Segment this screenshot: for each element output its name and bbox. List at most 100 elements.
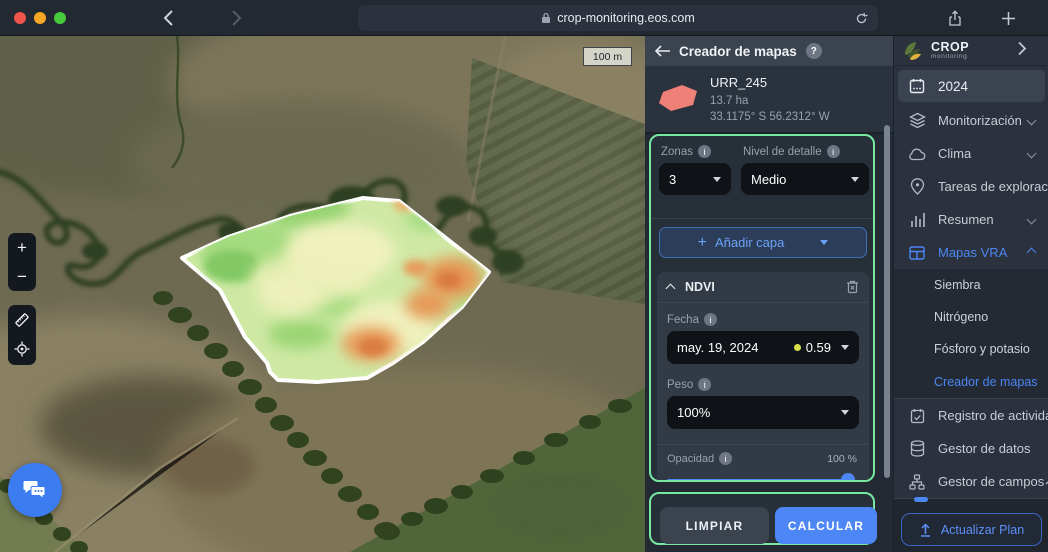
fecha-label: Fecha i [667,313,717,326]
layers-icon [908,112,926,130]
sidebar-item-gestor-datos[interactable]: Gestor de datos [894,432,1048,465]
panel-footer-box: LIMPIAR CALCULAR [649,492,877,545]
chat-support-button[interactable] [8,463,62,517]
chevron-up-icon [1026,247,1037,258]
traffic-zoom-icon[interactable] [54,12,66,24]
field-info: URR_245 13.7 ha 33.1175° S 56.2312° W [645,66,893,134]
sidebar-item-clima[interactable]: Clima [894,137,1048,170]
fecha-select[interactable]: may. 19, 2024 0.59 [667,331,859,364]
info-icon[interactable]: i [719,452,733,465]
map-tools [8,305,36,365]
back-arrow-icon[interactable] [655,45,671,57]
chevron-down-icon[interactable] [820,240,829,245]
url-text: crop-monitoring.eos.com [557,11,695,25]
field-thumbnail [659,85,697,111]
browser-toolbar: crop-monitoring.eos.com [0,0,1048,36]
help-icon[interactable]: ? [805,43,822,59]
calendar-icon [909,79,925,94]
share-icon[interactable] [945,8,965,28]
sidebar-item-gestor-campos[interactable]: Gestor de campos [894,465,1048,498]
traffic-minimize-icon[interactable] [34,12,46,24]
plus-icon: + [697,233,707,251]
sidebar-item-monitorizacion[interactable]: Monitorización [894,104,1048,137]
sidebar-item-tareas[interactable]: Tareas de exploración [894,170,1048,203]
forward-icon[interactable] [226,8,246,28]
sidebar-subitem-creador-de-mapas[interactable]: Creador de mapas [934,375,1038,389]
info-icon[interactable]: i [697,145,711,158]
traffic-close-icon[interactable] [14,12,26,24]
sidebar-item-registro[interactable]: Registro de actividad [894,399,1048,432]
detalle-select[interactable]: Medio [741,163,869,195]
zoom-in-button[interactable]: + [17,237,27,257]
chat-bubbles-icon [23,481,46,500]
sidebar-subitem-nitrogeno[interactable]: Nitrógeno [934,310,989,324]
delete-layer-icon[interactable] [846,280,859,294]
opacidad-value: 100 % [827,453,857,465]
field-manager-icon [908,473,926,491]
logo-subtitle: monitoring [931,53,968,60]
back-icon[interactable] [158,8,178,28]
season-year-selector[interactable]: 2024 [898,70,1045,102]
locate-icon[interactable] [8,334,36,363]
measure-ruler-icon[interactable] [8,305,36,334]
address-bar[interactable]: crop-monitoring.eos.com [358,5,878,31]
map-settings-box: Zonas i Nivel de detalle i 3 Medio + Aña… [649,134,875,482]
lock-icon [541,12,551,24]
nav-sidebar: CROP monitoring 2024 Monitorización [893,36,1048,552]
hidden-menu-item-fragment [914,497,928,502]
info-icon[interactable]: i [698,378,712,391]
chevron-down-icon [713,176,721,182]
info-icon[interactable]: i [826,145,840,158]
sidebar-subitem-siembra[interactable]: Siembra [934,278,981,292]
panel-scrollbar[interactable] [884,125,890,478]
zoom-controls: + − [8,233,36,291]
info-icon[interactable]: i [703,313,717,326]
layer-title: NDVI [685,280,715,294]
dirt-track [54,416,239,552]
peso-select[interactable]: 100% [667,396,859,429]
field-name: URR_245 [710,75,768,90]
location-pin-icon [908,178,926,196]
crop-monitoring-logo-icon [905,42,921,60]
chevron-down-icon [1026,115,1037,126]
chevron-down-icon [851,176,859,182]
vra-table-icon [908,244,926,262]
add-layer-button[interactable]: + Añadir capa [659,227,867,258]
map-creator-panel: Creador de mapas ? URR_245 13.7 ha 33.11… [645,36,893,552]
reload-icon[interactable] [855,12,868,25]
cloud-icon [908,145,926,163]
chevron-down-icon [1026,214,1037,225]
ndvi-value-dot [793,344,801,351]
panel-header: Creador de mapas ? [645,36,893,66]
logo-title: CROP [931,39,970,54]
zoom-out-button[interactable]: − [17,266,27,286]
map-scale-label: 100 m [592,50,623,63]
calcular-button[interactable]: CALCULAR [775,507,877,544]
opacity-slider[interactable] [667,473,855,480]
slider-handle[interactable] [841,473,855,480]
sidebar-item-mapas-vra[interactable]: Mapas VRA [894,236,1048,269]
chevron-down-icon [841,345,849,350]
limpiar-button[interactable]: LIMPIAR [660,507,769,544]
plantation-rows [466,58,645,304]
bar-chart-icon [908,211,926,229]
sidebar-item-resumen[interactable]: Resumen [894,203,1048,236]
season-year-label: 2024 [938,78,969,94]
satellite-map[interactable]: 100 m + − [0,36,645,552]
peso-label: Peso i [667,378,712,391]
chevron-down-icon [841,410,849,415]
zonas-label: Zonas i [661,145,711,158]
collapse-sidebar-icon[interactable] [1017,41,1027,61]
new-tab-icon[interactable] [998,8,1018,28]
collapse-icon[interactable] [665,283,676,294]
detalle-label: Nivel de detalle i [743,145,840,158]
ndvi-layer-card: NDVI Fecha i may. 19, 2024 0.59 [657,272,869,480]
ndvi-value: 0.59 [805,340,831,355]
update-plan-button[interactable]: Actualizar Plan [901,513,1042,546]
sidebar-subitem-fosforo[interactable]: Fósforo y potasio [934,342,1030,356]
map-scale: 100 m [583,47,632,66]
zonas-select[interactable]: 3 [659,163,731,195]
vra-submenu: Siembra Nitrógeno Fósforo y potasio Crea… [894,269,1048,398]
map-canvas [0,36,645,552]
